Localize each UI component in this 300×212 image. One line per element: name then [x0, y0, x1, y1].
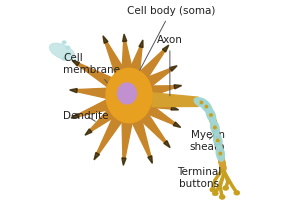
Polygon shape — [70, 89, 77, 93]
Ellipse shape — [50, 43, 75, 60]
Polygon shape — [97, 115, 123, 154]
Polygon shape — [145, 104, 175, 125]
Ellipse shape — [216, 146, 225, 161]
Polygon shape — [94, 152, 100, 160]
Ellipse shape — [200, 101, 203, 104]
Ellipse shape — [206, 108, 216, 123]
Ellipse shape — [212, 191, 218, 196]
Text: Cell
membrane: Cell membrane — [63, 53, 120, 83]
Polygon shape — [173, 122, 181, 127]
Ellipse shape — [234, 191, 240, 195]
Polygon shape — [148, 97, 172, 109]
Polygon shape — [122, 158, 126, 165]
Polygon shape — [71, 114, 79, 118]
Polygon shape — [122, 120, 133, 158]
Ellipse shape — [62, 41, 66, 44]
Polygon shape — [164, 141, 170, 148]
Polygon shape — [145, 68, 171, 88]
Polygon shape — [72, 60, 80, 66]
Ellipse shape — [201, 100, 212, 113]
Ellipse shape — [106, 68, 152, 123]
Text: Axon: Axon — [157, 35, 183, 96]
Polygon shape — [85, 129, 92, 135]
Polygon shape — [129, 47, 142, 73]
Polygon shape — [174, 85, 182, 89]
Text: Dendrite: Dendrite — [63, 110, 109, 121]
Ellipse shape — [194, 98, 209, 107]
Polygon shape — [105, 42, 125, 75]
Polygon shape — [78, 63, 114, 88]
Polygon shape — [139, 50, 165, 80]
Polygon shape — [77, 88, 109, 99]
Ellipse shape — [219, 195, 225, 199]
Ellipse shape — [217, 139, 219, 142]
Ellipse shape — [66, 52, 70, 55]
Polygon shape — [148, 156, 152, 163]
Polygon shape — [122, 41, 133, 71]
Text: Terminal
buttons: Terminal buttons — [177, 167, 224, 189]
Ellipse shape — [66, 46, 70, 49]
Ellipse shape — [62, 57, 66, 60]
Polygon shape — [139, 40, 143, 47]
Text: Cell body (soma): Cell body (soma) — [127, 6, 215, 72]
Ellipse shape — [213, 133, 222, 148]
Ellipse shape — [210, 187, 216, 192]
Ellipse shape — [210, 114, 212, 116]
Polygon shape — [90, 108, 116, 131]
Polygon shape — [78, 99, 111, 117]
Ellipse shape — [210, 120, 219, 135]
Polygon shape — [131, 117, 151, 157]
Ellipse shape — [214, 126, 216, 129]
Polygon shape — [152, 93, 198, 107]
Polygon shape — [170, 66, 177, 71]
Polygon shape — [139, 112, 166, 143]
Polygon shape — [103, 36, 108, 43]
Ellipse shape — [205, 105, 208, 108]
Ellipse shape — [223, 186, 229, 190]
Ellipse shape — [219, 152, 222, 155]
Text: Myelin
sheath: Myelin sheath — [190, 130, 225, 152]
Polygon shape — [162, 45, 169, 52]
Ellipse shape — [118, 83, 136, 104]
Polygon shape — [171, 106, 178, 110]
Polygon shape — [123, 34, 127, 42]
Polygon shape — [149, 86, 175, 96]
